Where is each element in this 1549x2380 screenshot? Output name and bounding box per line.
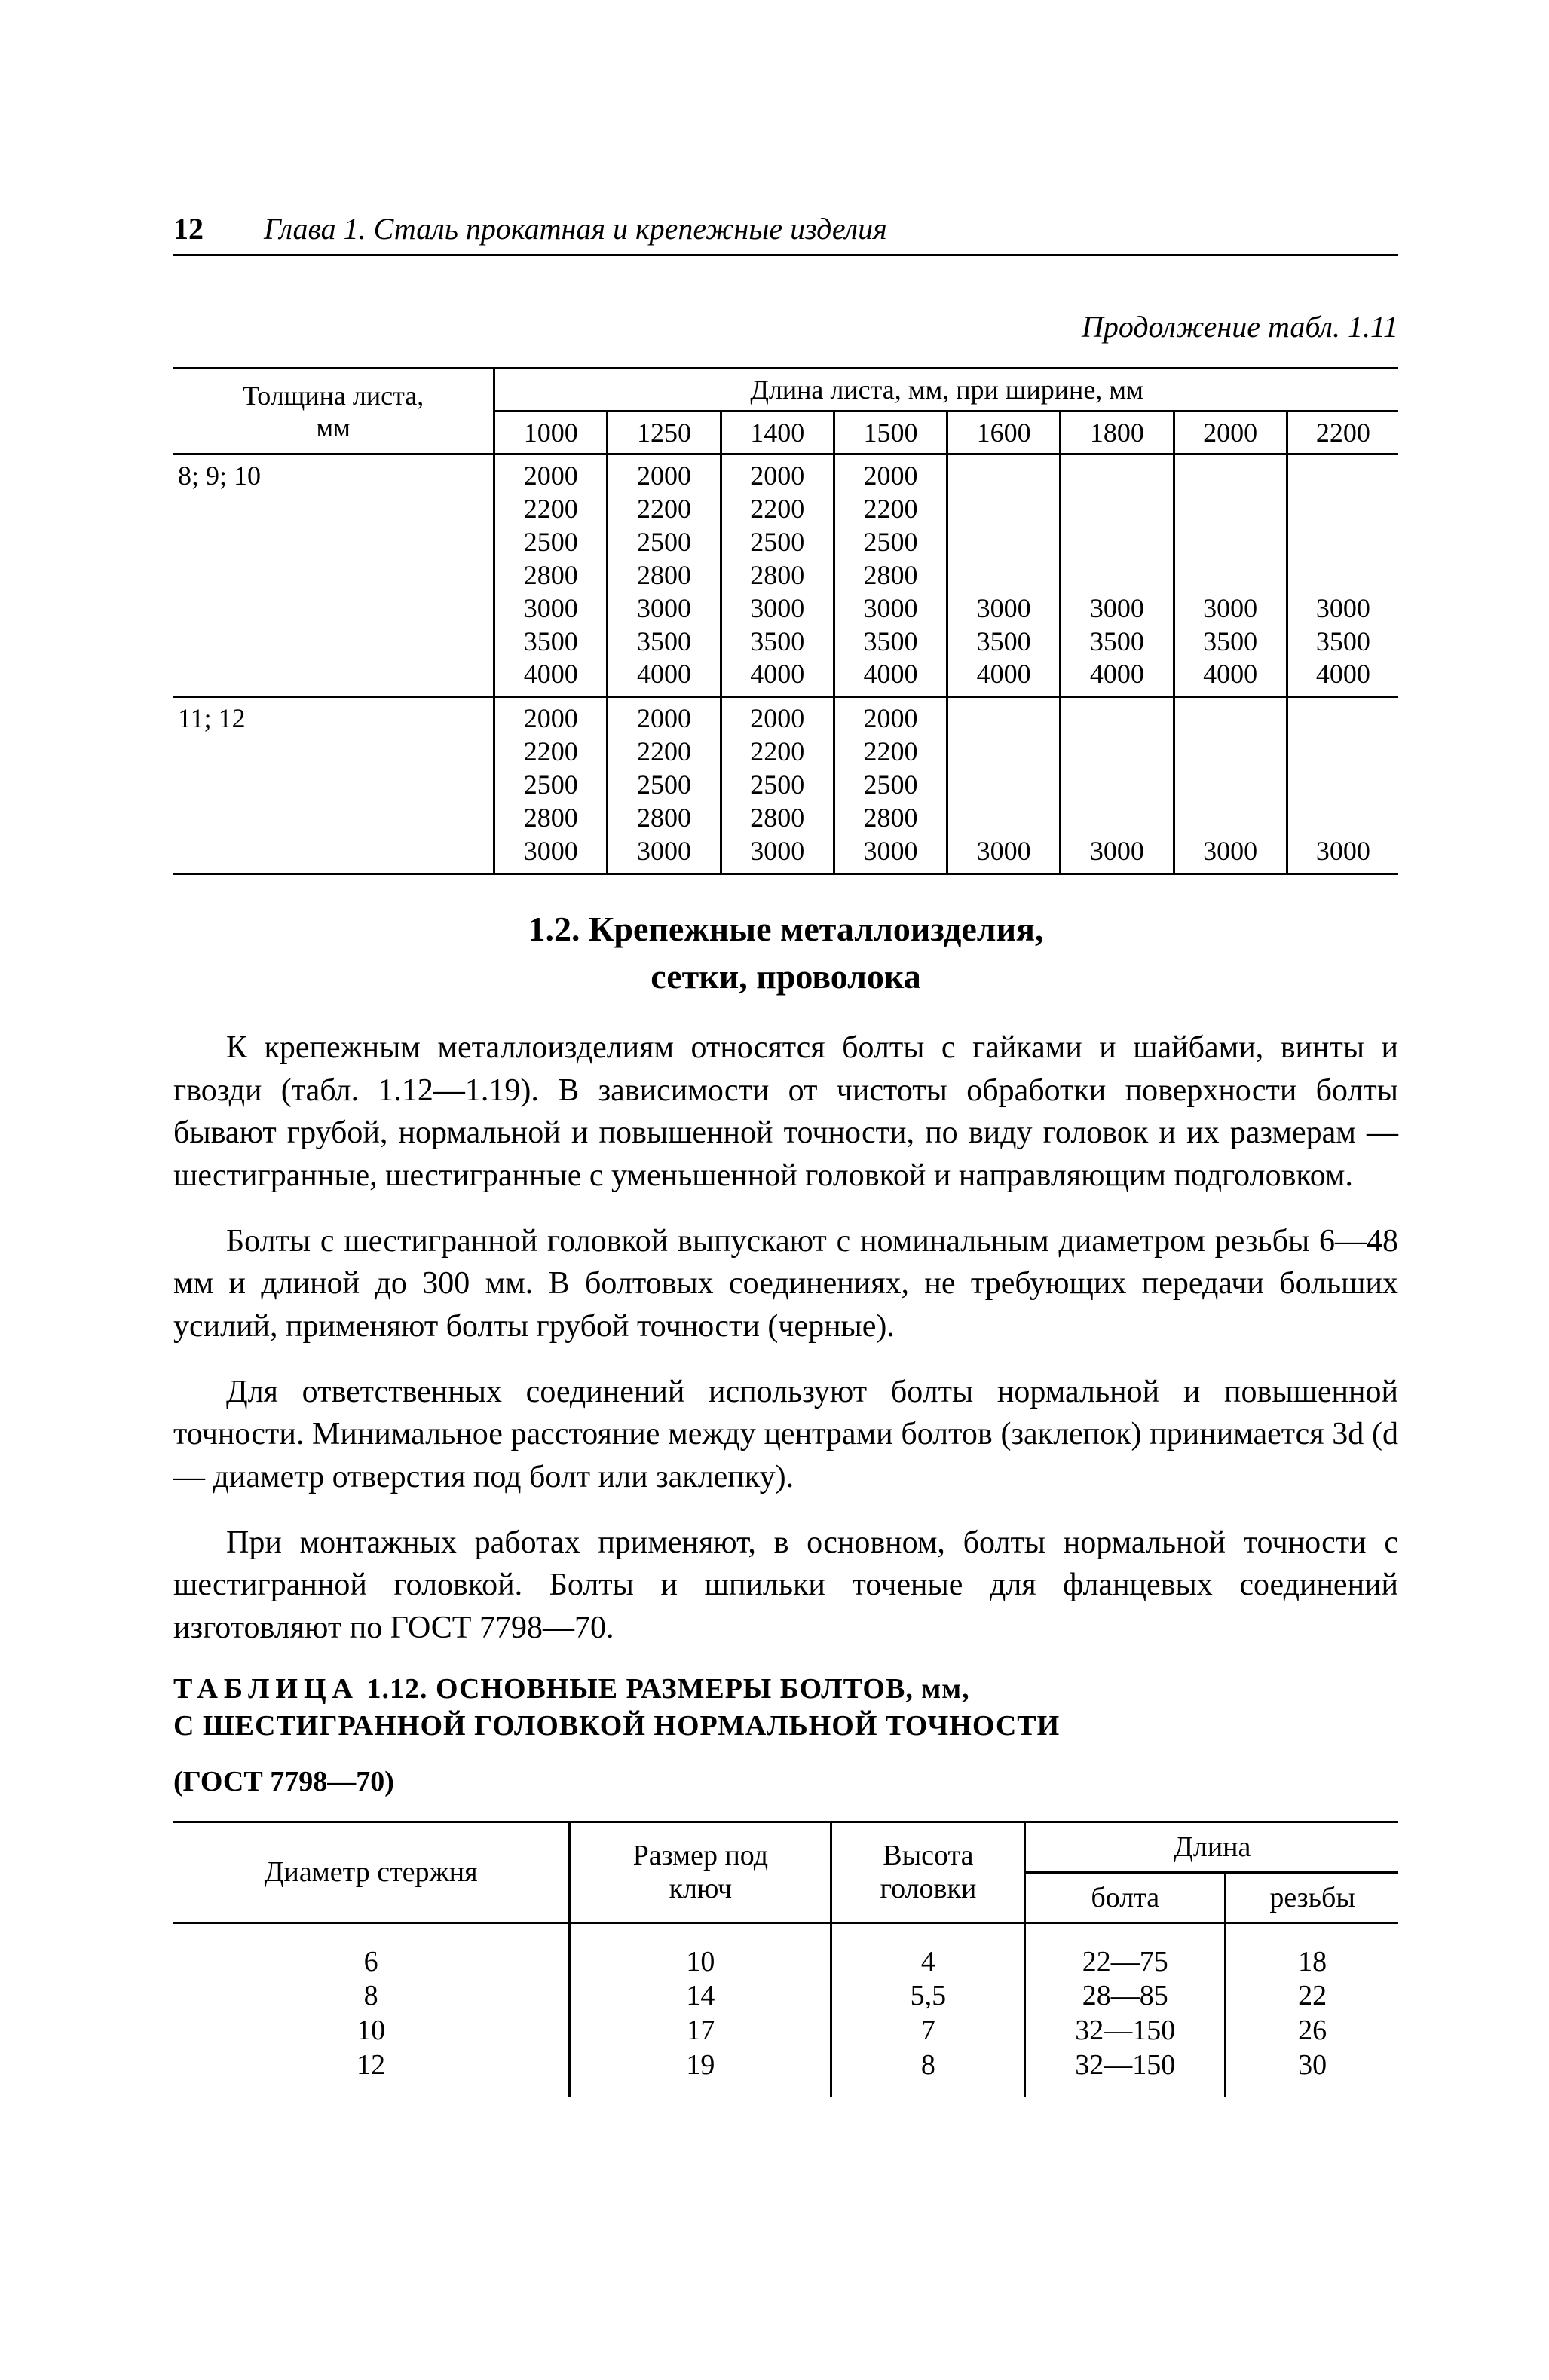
table2-caption-line1: ТАБЛИЦА 1.12. ОСНОВНЫЕ РАЗМЕРЫ БОЛТОВ, м… xyxy=(173,1672,1398,1705)
t2-h4a: болта xyxy=(1025,1872,1226,1923)
t1-row1-c7: 3000 xyxy=(1287,697,1398,874)
t1-row0-c2: 2000 2200 2500 2800 3000 3500 4000 xyxy=(721,454,834,697)
body-text: К крепежным металлоизделиям относятся бо… xyxy=(173,1026,1398,1650)
section-title-line2: сетки, проволока xyxy=(173,956,1398,996)
table2-caption-rest: 1.12. ОСНОВНЫЕ РАЗМЕРЫ БОЛТОВ, мм, xyxy=(359,1673,970,1705)
t2-h3: Высота головки xyxy=(831,1822,1025,1923)
running-head: 12 Глава 1. Сталь прокатная и крепежные … xyxy=(173,211,1398,256)
t1-width-6: 2000 xyxy=(1174,411,1287,454)
t1-row0-c7: 3000 3500 4000 xyxy=(1287,454,1398,697)
t1-row1-c1: 2000 2200 2500 2800 3000 xyxy=(608,697,721,874)
t1-width-3: 1500 xyxy=(834,411,947,454)
t1-row1-c5: 3000 xyxy=(1061,697,1174,874)
paragraph-2: Болты с шестигранной головкой выпускают … xyxy=(173,1220,1398,1348)
table2-caption-line3: (ГОСТ 7798—70) xyxy=(173,1765,1398,1798)
chapter-title: Глава 1. Сталь прокатная и крепежные изд… xyxy=(264,211,887,246)
t2-h2: Размер под ключ xyxy=(570,1822,831,1923)
t1-width-4: 1600 xyxy=(947,411,1061,454)
paragraph-1: К крепежным металлоизделиям относятся бо… xyxy=(173,1026,1398,1198)
t1-width-5: 1800 xyxy=(1061,411,1174,454)
paragraph-4: При монтажных работах применяют, в основ… xyxy=(173,1522,1398,1650)
t1-row0-c3: 2000 2200 2500 2800 3000 3500 4000 xyxy=(834,454,947,697)
t1-row1-c3: 2000 2200 2500 2800 3000 xyxy=(834,697,947,874)
t2-c3: 4 5,5 7 8 xyxy=(831,1923,1025,2097)
t2-h4b: резьбы xyxy=(1226,1872,1398,1923)
t1-row1-c2: 2000 2200 2500 2800 3000 xyxy=(721,697,834,874)
t1-row1-c4: 3000 xyxy=(947,697,1061,874)
t1-row0-c6: 3000 3500 4000 xyxy=(1174,454,1287,697)
t2-c2: 10 14 17 19 xyxy=(570,1923,831,2097)
table-1-12: Диаметр стержня Размер под ключ Высота г… xyxy=(173,1821,1398,2097)
t1-row0-c4: 3000 3500 4000 xyxy=(947,454,1061,697)
t1-width-0: 1000 xyxy=(494,411,608,454)
table2-caption-line2: С ШЕСТИГРАННОЙ ГОЛОВКОЙ НОРМАЛЬНОЙ ТОЧНО… xyxy=(173,1709,1398,1742)
t1-row1-label: 11; 12 xyxy=(173,697,494,874)
t1-row1-c0: 2000 2200 2500 2800 3000 xyxy=(494,697,608,874)
t2-c4a: 22—75 28—85 32—150 32—150 xyxy=(1025,1923,1226,2097)
t1-row0-c5: 3000 3500 4000 xyxy=(1061,454,1174,697)
t1-row0-c0: 2000 2200 2500 2800 3000 3500 4000 xyxy=(494,454,608,697)
section-title-line1: 1.2. Крепежные металлоизделия, xyxy=(173,909,1398,949)
t1-width-7: 2200 xyxy=(1287,411,1398,454)
t1-width-2: 1400 xyxy=(721,411,834,454)
t1-span-header: Длина листа, мм, при ширине, мм xyxy=(494,369,1398,411)
t1-row0-label: 8; 9; 10 xyxy=(173,454,494,697)
t2-c1: 6 8 10 12 xyxy=(173,1923,570,2097)
page-number: 12 xyxy=(173,211,264,246)
t1-row1-c6: 3000 xyxy=(1174,697,1287,874)
table-1-11: Толщина листа, мм Длина листа, мм, при ш… xyxy=(173,367,1398,875)
t2-h4: Длина xyxy=(1025,1822,1398,1872)
t1-row-header: Толщина листа, мм xyxy=(173,369,494,454)
table-continuation: Продолжение табл. 1.11 xyxy=(173,309,1398,344)
paragraph-3: Для ответственных соединений используют … xyxy=(173,1371,1398,1499)
t2-h1: Диаметр стержня xyxy=(173,1822,570,1923)
t1-width-1: 1250 xyxy=(608,411,721,454)
table2-caption-prefix: ТАБЛИЦА xyxy=(173,1673,359,1705)
t2-c4b: 18 22 26 30 xyxy=(1226,1923,1398,2097)
t1-row0-c1: 2000 2200 2500 2800 3000 3500 4000 xyxy=(608,454,721,697)
